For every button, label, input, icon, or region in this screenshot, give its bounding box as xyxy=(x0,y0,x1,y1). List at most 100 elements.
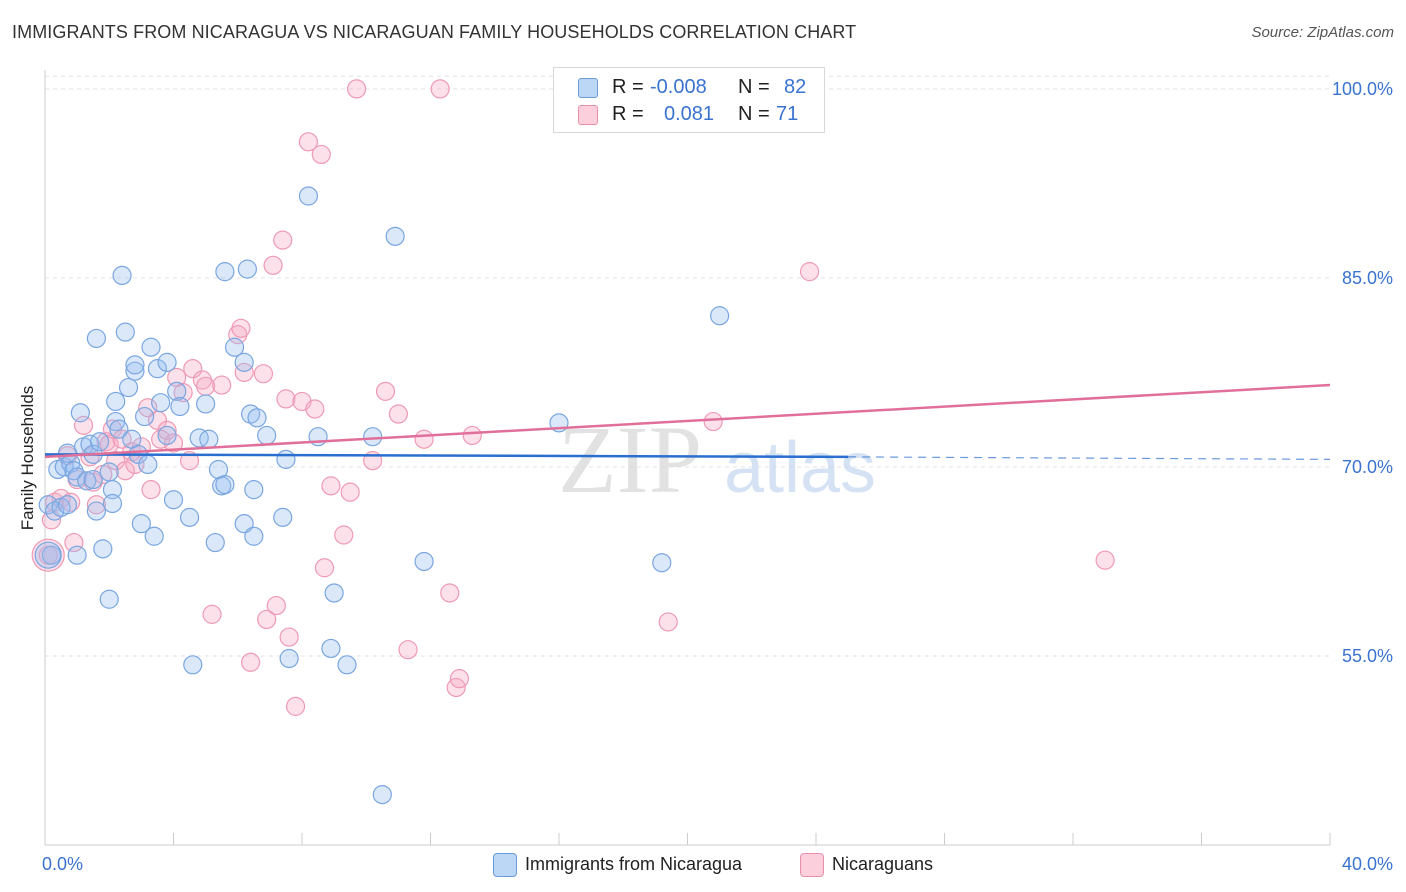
point-immigrants xyxy=(212,476,232,496)
point-immigrants-large xyxy=(34,541,62,569)
point-nicaraguans xyxy=(157,420,177,441)
point-nicaraguans xyxy=(430,79,450,99)
legend-r-label: R = xyxy=(612,103,644,125)
point-immigrants xyxy=(215,262,235,282)
point-immigrants xyxy=(57,495,78,515)
point-nicaraguans xyxy=(279,627,299,647)
point-immigrants xyxy=(234,352,254,372)
point-nicaraguans xyxy=(86,495,107,515)
point-nicaraguans xyxy=(141,480,161,500)
point-immigrants xyxy=(118,377,139,398)
trend-line-immigrants-extension xyxy=(848,456,1331,460)
point-nicaraguans xyxy=(253,364,274,384)
point-immigrants xyxy=(90,432,110,452)
point-nicaraguans xyxy=(96,432,116,452)
legend-r-label: R = xyxy=(612,76,644,98)
point-nicaraguans xyxy=(266,595,286,616)
point-immigrants xyxy=(247,408,267,428)
point-immigrants xyxy=(141,337,161,357)
point-nicaraguans xyxy=(449,669,470,689)
point-nicaraguans xyxy=(388,404,408,424)
point-immigrants xyxy=(372,784,392,805)
point-nicaraguans xyxy=(305,399,325,419)
point-immigrants xyxy=(67,467,87,487)
legend-swatch-pink xyxy=(800,853,824,877)
point-nicaraguans xyxy=(61,492,81,512)
point-immigrants xyxy=(321,638,341,659)
point-immigrants xyxy=(86,501,107,521)
point-nicaraguans xyxy=(658,612,678,632)
series-nicaraguans xyxy=(31,79,1115,716)
point-nicaraguans xyxy=(298,132,319,152)
point-nicaraguans xyxy=(314,558,335,578)
point-immigrants xyxy=(196,394,216,414)
point-immigrants xyxy=(99,589,119,609)
point-immigrants xyxy=(183,655,203,675)
point-nicaraguans xyxy=(234,362,254,383)
point-immigrants xyxy=(102,493,123,514)
point-nicaraguans xyxy=(462,425,482,446)
point-immigrants xyxy=(131,514,151,534)
point-immigrants xyxy=(138,454,158,475)
y-tick-label: 70.0% xyxy=(1342,457,1393,477)
point-nicaraguans xyxy=(73,415,94,435)
point-nicaraguans xyxy=(196,376,216,396)
chart-title: IMMIGRANTS FROM NICARAGUA VS NICARAGUAN … xyxy=(12,22,857,42)
point-nicaraguans xyxy=(115,461,135,481)
point-immigrants xyxy=(157,352,177,372)
point-nicaraguans xyxy=(440,583,460,603)
point-immigrants xyxy=(279,648,299,669)
point-immigrants xyxy=(109,419,129,439)
axes xyxy=(44,70,1331,846)
point-immigrants xyxy=(106,391,126,412)
point-immigrants xyxy=(298,186,319,206)
point-immigrants xyxy=(144,526,164,546)
point-immigrants xyxy=(257,425,277,446)
point-immigrants xyxy=(224,337,245,357)
point-immigrants xyxy=(170,396,190,417)
tick-labels: 55.0% 70.0% 85.0% 100.0% 0.0% 40.0% xyxy=(42,79,1393,874)
trend-lines xyxy=(44,383,1331,460)
point-immigrants xyxy=(199,429,219,449)
y-tick-label: 55.0% xyxy=(1342,646,1393,666)
point-nicaraguans xyxy=(1095,550,1115,570)
point-immigrants xyxy=(157,425,177,446)
point-nicaraguans xyxy=(241,652,261,672)
point-nicaraguans xyxy=(703,411,723,432)
legend-swatch-blue xyxy=(493,853,517,877)
source-label: Source: ZipAtlas.com xyxy=(1251,24,1394,41)
point-immigrants xyxy=(215,474,235,495)
point-immigrants xyxy=(167,381,187,401)
point-nicaraguans xyxy=(212,375,232,395)
point-immigrants xyxy=(115,322,135,342)
point-immigrants xyxy=(276,449,296,469)
series-immigrants-from-nicaragua xyxy=(34,186,730,805)
point-immigrants xyxy=(99,462,119,482)
legend-n-value: 82 xyxy=(784,76,807,98)
point-immigrants xyxy=(273,507,293,527)
point-nicaraguans xyxy=(285,696,306,716)
point-immigrants xyxy=(125,361,145,381)
point-immigrants xyxy=(337,655,357,675)
legend-swatch-blue xyxy=(578,78,598,98)
point-nicaraguans xyxy=(347,79,367,99)
point-nicaraguans xyxy=(334,525,354,545)
point-immigrants xyxy=(205,532,225,553)
point-immigrants xyxy=(151,393,171,413)
y-tick-label: 85.0% xyxy=(1342,268,1393,288)
point-immigrants xyxy=(324,583,344,603)
point-immigrants xyxy=(134,406,155,427)
point-nicaraguans xyxy=(321,476,341,496)
point-immigrants xyxy=(125,355,145,375)
legend-n-value: 71 xyxy=(776,103,799,125)
point-nicaraguans xyxy=(375,381,396,401)
point-immigrants xyxy=(244,480,264,500)
point-nicaraguans xyxy=(398,640,418,660)
point-nicaraguans xyxy=(311,144,331,165)
watermark-atlas: atlas xyxy=(724,428,876,508)
point-nicaraguans xyxy=(276,389,296,409)
legend-n-label: N = xyxy=(738,76,770,98)
point-nicaraguans xyxy=(179,451,200,471)
y-tick-label: 100.0% xyxy=(1332,79,1393,99)
